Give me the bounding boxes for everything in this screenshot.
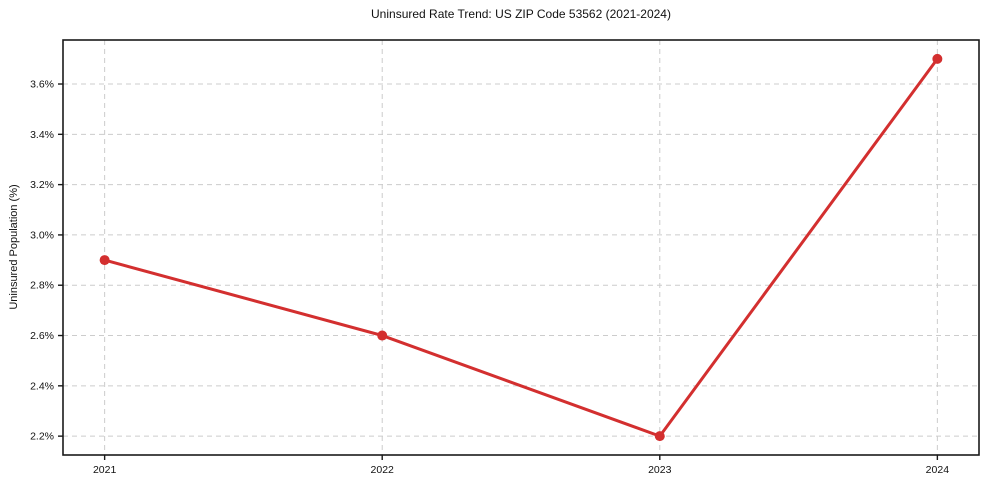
y-tick-label: 2.2% xyxy=(30,431,54,443)
data-point xyxy=(377,330,388,341)
data-point xyxy=(654,431,665,442)
y-tick-label: 2.8% xyxy=(30,280,54,292)
data-point xyxy=(99,255,110,266)
grid-layer xyxy=(63,40,979,455)
chart-title: Uninsured Rate Trend: US ZIP Code 53562 … xyxy=(371,7,671,21)
y-tick-label: 3.0% xyxy=(30,229,54,241)
axis-layer: 2.2% 2.4% 2.6% 2.8% 3.0% 3.2% 3.4% 3.6% 2021 2022… xyxy=(30,39,980,476)
x-tick-label: 2023 xyxy=(648,464,672,476)
y-tick-label: 3.4% xyxy=(30,129,54,141)
x-tick-label: 2022 xyxy=(371,464,395,476)
data-layer xyxy=(99,53,943,442)
x-tick-label: 2024 xyxy=(926,464,950,476)
y-tick-label: 3.6% xyxy=(30,79,54,91)
y-tick-label: 2.6% xyxy=(30,330,54,342)
plot-border xyxy=(62,39,980,456)
y-tick-label: 3.2% xyxy=(30,179,54,191)
y-tick-label: 2.4% xyxy=(30,380,54,392)
x-tick-label: 2021 xyxy=(93,464,117,476)
data-point xyxy=(932,53,943,64)
trend-line xyxy=(103,57,939,438)
